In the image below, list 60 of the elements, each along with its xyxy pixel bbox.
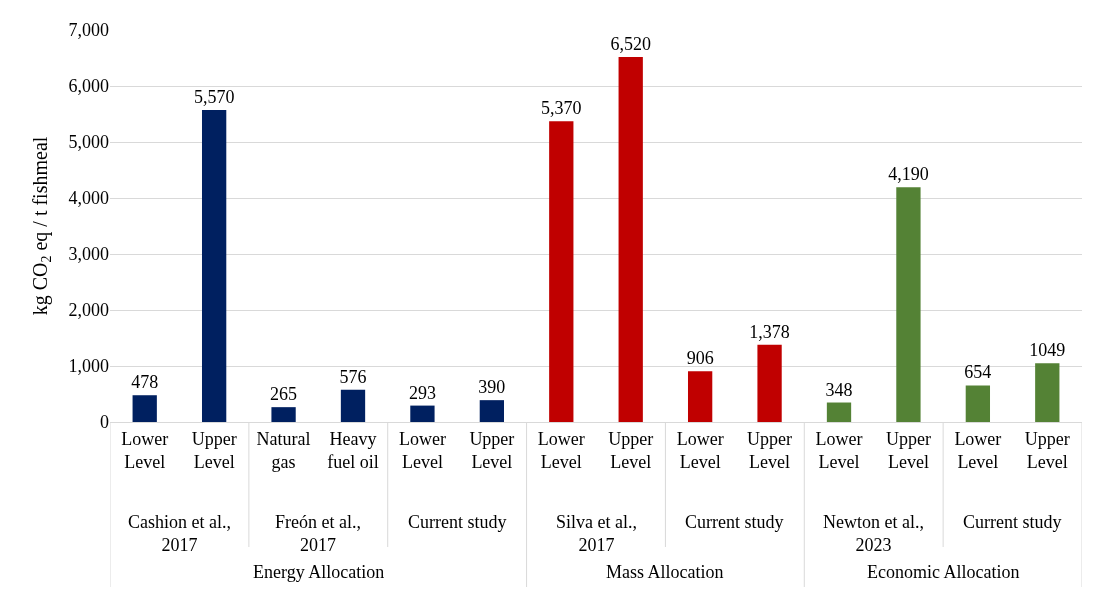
data-label: 478 (131, 372, 159, 393)
bar (201, 110, 227, 422)
data-label: 576 (339, 366, 367, 387)
text: Current study (685, 512, 784, 532)
x-tick-label: Natural gas (256, 428, 311, 472)
bar (132, 395, 157, 422)
x-tick-label: Upper Level (469, 428, 515, 472)
text: Economic Allocation (867, 562, 1020, 582)
x-tick-label: Upper Level (191, 428, 237, 472)
x-tick-label: Upper Level (608, 428, 654, 472)
x-tick-label: Heavy fuel oil (327, 428, 379, 472)
bar (965, 385, 991, 422)
x-tick-label: Upper Level (885, 428, 931, 472)
x-tick-label: Lower Level (121, 428, 169, 472)
data-label: 1049 (1029, 340, 1066, 361)
bar (410, 405, 435, 422)
bar (340, 389, 366, 422)
y-tick-label: 1,000 (68, 356, 109, 377)
bar (549, 121, 574, 422)
bar (1035, 363, 1060, 422)
y-tick-label: 6,000 (68, 76, 109, 97)
bar (271, 407, 296, 422)
text: Current study (963, 512, 1062, 532)
x-tick-label: Upper Level (747, 428, 793, 472)
bar (896, 187, 921, 422)
y-tick-label: 3,000 (68, 244, 109, 265)
data-label: 5,370 (541, 98, 582, 119)
bar (826, 402, 852, 422)
y-tick-label: 7,000 (68, 20, 109, 41)
data-label: 6,520 (610, 33, 651, 54)
text: Cashion et al., 2017 (128, 512, 231, 556)
data-label: 4,190 (888, 164, 929, 185)
text: Mass Allocation (606, 562, 724, 582)
text: Freón et al., 2017 (275, 512, 361, 556)
bar (687, 371, 713, 422)
text: Silva et al., 2017 (556, 512, 637, 556)
x-tick-label: Lower Level (954, 428, 1002, 472)
x-tick-label: Lower Level (537, 428, 585, 472)
y-tick-label: 0 (100, 412, 109, 433)
data-label: 348 (825, 379, 853, 400)
data-label: 1,378 (749, 321, 790, 342)
data-label: 906 (686, 348, 714, 369)
bar (479, 400, 505, 422)
bar (757, 344, 782, 422)
bar (618, 56, 643, 422)
y-tick-label: 2,000 (68, 300, 109, 321)
data-label: 654 (964, 362, 992, 383)
text: Current study (408, 512, 507, 532)
x-tick-label: Upper Level (1024, 428, 1070, 472)
data-label: 265 (270, 384, 298, 405)
x-tick-label: Lower Level (676, 428, 724, 472)
data-label: 390 (478, 377, 506, 398)
x-tick-label: Lower Level (815, 428, 863, 472)
data-label: 293 (408, 382, 436, 403)
y-tick-label: 5,000 (68, 132, 109, 153)
x-tick-label: Lower Level (398, 428, 446, 472)
text: Newton et al., 2023 (823, 512, 924, 556)
data-label: 5,570 (193, 87, 235, 108)
y-tick-label: 4,000 (68, 188, 109, 209)
text: Energy Allocation (253, 562, 385, 582)
